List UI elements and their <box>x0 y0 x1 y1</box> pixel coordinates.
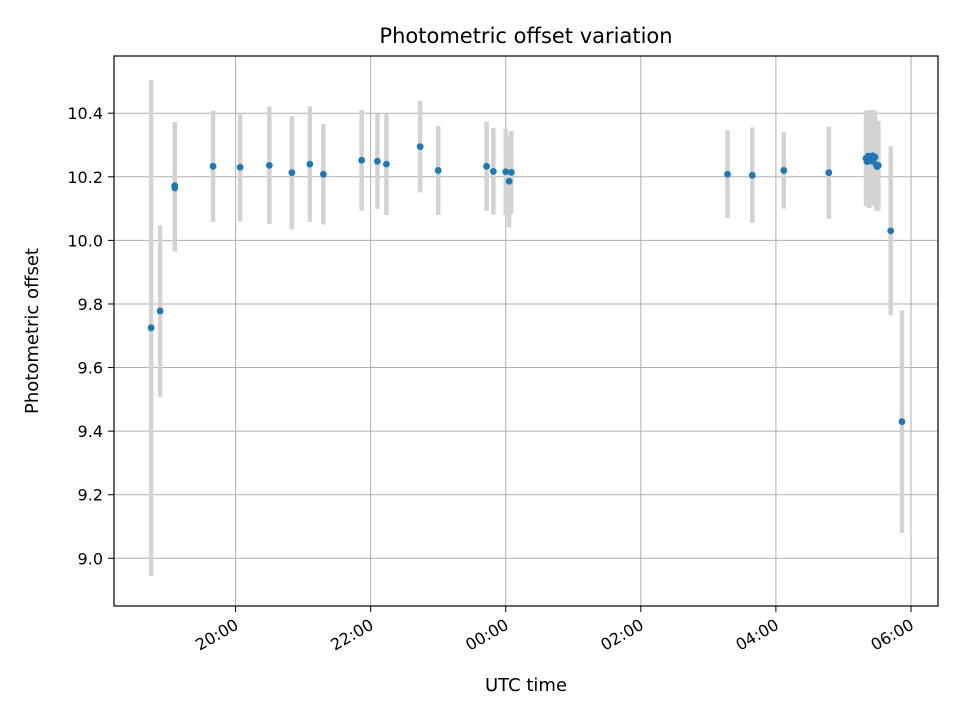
data-point <box>156 307 164 315</box>
data-point <box>483 162 491 170</box>
chart-title: Photometric offset variation <box>379 24 672 48</box>
data-point <box>265 161 273 169</box>
data-point <box>171 182 179 190</box>
data-point <box>748 171 756 179</box>
data-point <box>825 169 833 177</box>
data-point <box>209 162 217 170</box>
y-tick-label: 9.2 <box>78 486 103 505</box>
data-point <box>383 160 390 168</box>
data-point <box>724 170 731 178</box>
y-tick-label: 9.8 <box>78 295 103 314</box>
plot-frame <box>113 55 939 607</box>
y-axis-label: Photometric offset <box>22 248 43 414</box>
data-point <box>434 167 442 174</box>
grid <box>114 56 938 606</box>
data-point <box>502 168 510 176</box>
data-point <box>288 169 296 177</box>
data-point <box>374 157 381 165</box>
x-axis-label: UTC time <box>485 675 567 696</box>
y-tick-label: 9.4 <box>78 422 103 441</box>
data-point <box>147 324 155 332</box>
data-point <box>489 168 497 175</box>
data-point <box>898 418 906 426</box>
data-point <box>871 153 879 161</box>
data-point <box>887 227 895 235</box>
data-point <box>507 168 515 176</box>
data-point <box>236 163 244 171</box>
y-tick-label: 9.0 <box>78 549 103 568</box>
data-point <box>416 143 424 151</box>
y-tick-label: 10.0 <box>67 231 103 250</box>
data-points <box>147 143 906 426</box>
y-tick-label: 9.6 <box>78 359 103 378</box>
data-point <box>780 167 788 174</box>
y-tick-label: 10.4 <box>67 104 103 123</box>
data-point <box>306 160 314 168</box>
data-point <box>505 177 513 185</box>
y-tick-label: 10.2 <box>67 168 103 187</box>
data-point <box>874 161 882 169</box>
data-point <box>319 170 327 178</box>
data-point <box>358 156 366 164</box>
